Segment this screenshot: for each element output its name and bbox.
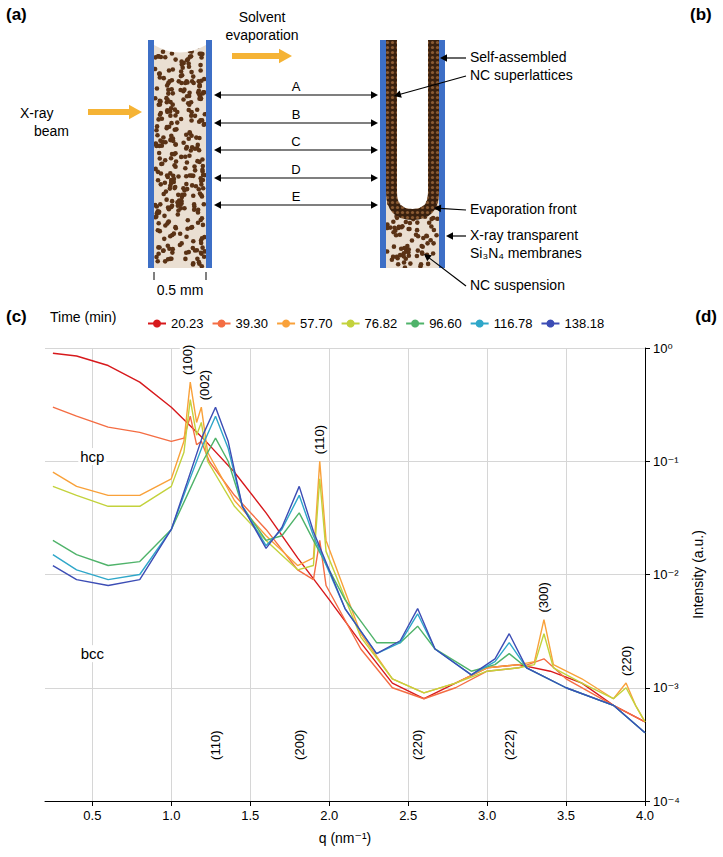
svg-text:1.0: 1.0: [162, 808, 180, 823]
svg-text:96.60: 96.60: [429, 316, 462, 331]
svg-text:(110): (110): [312, 425, 327, 454]
svg-text:(110): (110): [208, 731, 223, 760]
svg-text:3.5: 3.5: [557, 808, 575, 823]
svg-text:Time (min): Time (min): [50, 309, 116, 325]
svg-text:C: C: [291, 134, 300, 149]
svg-text:76.82: 76.82: [365, 316, 398, 331]
svg-text:(a): (a): [6, 5, 27, 24]
svg-text:1.5: 1.5: [241, 808, 259, 823]
svg-text:Si₃N₄ membranes: Si₃N₄ membranes: [470, 245, 582, 261]
svg-text:10⁻⁴: 10⁻⁴: [653, 794, 680, 809]
svg-text:(c): (c): [6, 307, 27, 326]
svg-text:10⁻¹: 10⁻¹: [653, 454, 679, 469]
svg-text:0.5: 0.5: [83, 808, 101, 823]
svg-text:(b): (b): [690, 5, 712, 24]
svg-text:20.23: 20.23: [171, 316, 204, 331]
svg-text:evaporation: evaporation: [225, 27, 298, 43]
svg-text:Intensity (a.u.): Intensity (a.u.): [690, 530, 706, 619]
svg-text:10⁰: 10⁰: [653, 341, 673, 356]
svg-text:3.0: 3.0: [478, 808, 496, 823]
svg-text:hcp: hcp: [80, 448, 104, 465]
svg-text:Solvent: Solvent: [239, 9, 286, 25]
svg-text:D: D: [291, 162, 300, 177]
svg-text:(220): (220): [619, 646, 634, 676]
svg-text:2.5: 2.5: [399, 808, 417, 823]
svg-text:E: E: [292, 189, 301, 204]
svg-text:138.18: 138.18: [564, 316, 604, 331]
svg-text:4.0: 4.0: [636, 808, 654, 823]
svg-text:(222): (222): [502, 730, 517, 760]
svg-text:(220): (220): [410, 730, 425, 760]
svg-text:X-ray transparent: X-ray transparent: [470, 227, 578, 243]
svg-text:q (nm⁻¹): q (nm⁻¹): [319, 830, 372, 846]
svg-text:B: B: [292, 107, 301, 122]
svg-text:beam: beam: [34, 123, 69, 139]
svg-text:(200): (200): [292, 730, 307, 760]
svg-text:10⁻³: 10⁻³: [653, 680, 679, 695]
svg-text:(d): (d): [695, 307, 717, 326]
svg-text:(300): (300): [536, 582, 551, 612]
svg-text:(002): (002): [197, 370, 212, 400]
svg-text:Evaporation front: Evaporation front: [470, 201, 577, 217]
svg-text:10⁻²: 10⁻²: [653, 567, 679, 582]
svg-text:A: A: [292, 79, 301, 94]
svg-text:0.5 mm: 0.5 mm: [157, 282, 204, 298]
svg-text:bcc: bcc: [81, 645, 105, 662]
svg-text:2.0: 2.0: [320, 808, 338, 823]
svg-text:57.70: 57.70: [300, 316, 333, 331]
svg-text:NC suspension: NC suspension: [470, 277, 565, 293]
svg-text:39.30: 39.30: [236, 316, 269, 331]
svg-text:NC superlattices: NC superlattices: [470, 67, 573, 83]
svg-text:X-ray: X-ray: [20, 105, 53, 121]
svg-text:116.78: 116.78: [494, 316, 533, 331]
svg-text:Self-assembled: Self-assembled: [470, 49, 567, 65]
svg-text:(100): (100): [180, 345, 195, 375]
